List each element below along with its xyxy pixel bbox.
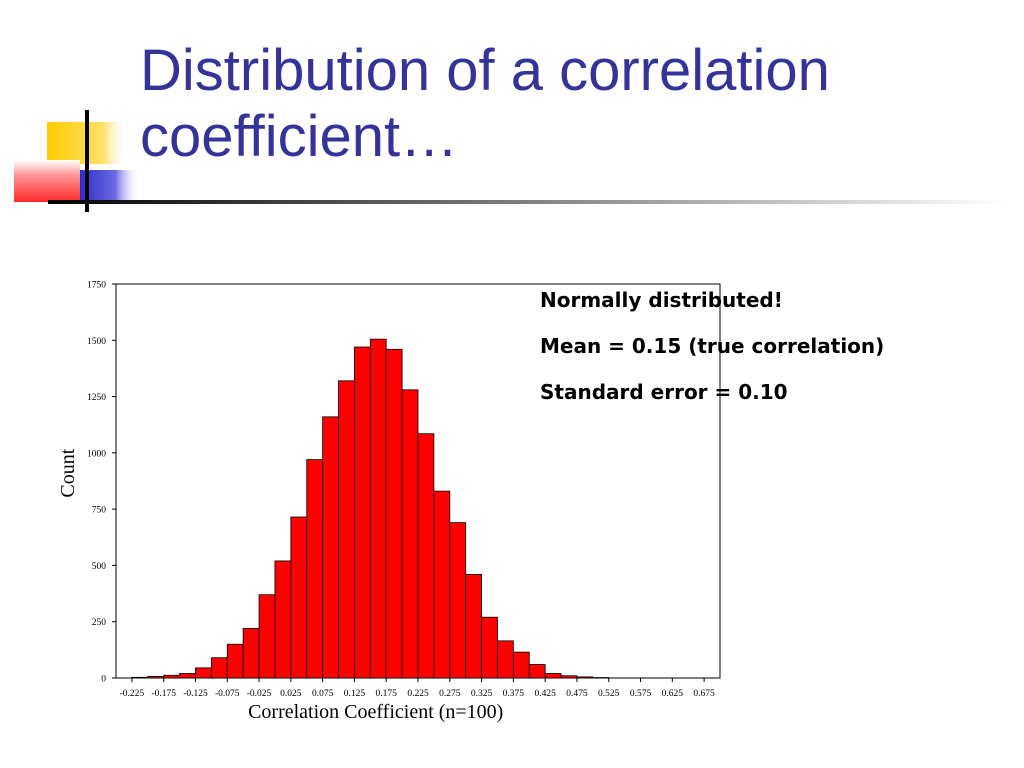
- histogram-bar: [306, 459, 324, 679]
- histogram-bar: [544, 673, 562, 679]
- x-tick-label: 0.125: [344, 689, 366, 699]
- x-tick-label: 0.275: [439, 689, 461, 699]
- x-tick-label: -0.175: [151, 689, 176, 699]
- histogram-bar: [242, 628, 260, 679]
- histogram-bar: [401, 389, 419, 679]
- x-tick-label: 0.475: [566, 689, 588, 699]
- x-tick-label: 0.575: [630, 689, 652, 699]
- y-tick-label: 1750: [87, 281, 106, 291]
- x-tick-label: -0.125: [183, 689, 208, 699]
- histogram-bar: [528, 664, 546, 679]
- y-axis-label: Count: [57, 448, 79, 497]
- slide-title: Distribution of a correlation coefficien…: [140, 38, 830, 169]
- bars-group: [131, 338, 610, 679]
- histogram-bar: [385, 348, 403, 679]
- histogram-bar: [481, 616, 498, 679]
- histogram-bar: [258, 594, 276, 679]
- x-tick-label: 0.425: [534, 689, 556, 699]
- x-tick-label: 0.325: [471, 689, 493, 699]
- note-normality: Normally distributed!: [540, 288, 783, 312]
- histogram-bar: [465, 574, 482, 679]
- x-tick-label: 0.675: [693, 689, 715, 699]
- histogram-bar: [576, 676, 594, 679]
- histogram-bar: [354, 346, 371, 679]
- histogram-bar: [560, 675, 578, 679]
- note-standard-error: Standard error = 0.10: [540, 380, 788, 404]
- x-axis-label: Correlation Coefficient (n=100): [248, 701, 503, 723]
- y-tick-label: 750: [92, 506, 107, 516]
- histogram-bar: [497, 640, 514, 679]
- notes-panel: Normally distributed! Mean = 0.15 (true …: [540, 288, 884, 426]
- y-tick-label: 250: [92, 618, 107, 628]
- histogram-bar: [512, 651, 530, 679]
- title-underline-rule: [48, 200, 1008, 204]
- x-tick-label: -0.025: [247, 689, 272, 699]
- y-tick-label: 1250: [87, 393, 106, 403]
- histogram-bar: [163, 674, 180, 679]
- histogram-bar: [338, 380, 355, 679]
- histogram-bar: [417, 433, 435, 679]
- histogram-bar: [449, 522, 467, 679]
- histogram-bar: [322, 416, 339, 679]
- x-tick-label: 0.525: [598, 689, 620, 699]
- deco-vertical-line: [85, 110, 89, 212]
- y-tick-label: 1500: [87, 337, 106, 347]
- histogram-bar: [195, 667, 212, 679]
- histogram-bar: [369, 338, 387, 679]
- x-tick-label: -0.225: [120, 689, 145, 699]
- x-tick-label: 0.225: [407, 689, 429, 699]
- histogram-bar: [210, 657, 228, 679]
- deco-blue-square: [78, 170, 140, 200]
- y-tick-label: 1000: [87, 449, 106, 459]
- x-tick-label: 0.175: [376, 689, 398, 699]
- x-tick-label: -0.075: [215, 689, 240, 699]
- x-tick-label: 0.375: [503, 689, 525, 699]
- note-mean: Mean = 0.15 (true correlation): [540, 334, 885, 358]
- histogram-bar: [274, 560, 292, 679]
- x-tick-label: 0.075: [312, 689, 334, 699]
- x-axis-ticks: -0.225 -0.175 -0.125 -0.075 -0.025 0.025 0.075…: [120, 678, 715, 699]
- histogram-bar: [290, 516, 308, 679]
- histogram-bar: [131, 676, 149, 679]
- deco-red-square: [14, 160, 80, 202]
- deco-yellow-square: [47, 122, 127, 164]
- histogram-bar: [179, 673, 196, 679]
- histogram-bar: [433, 490, 451, 679]
- y-axis-ticks: 0 250 500 750 1000 1250 1500 1750: [87, 281, 116, 685]
- y-tick-label: 0: [101, 675, 106, 685]
- histogram-bar: [147, 676, 165, 679]
- y-tick-label: 500: [92, 562, 107, 572]
- x-tick-label: 0.025: [280, 689, 302, 699]
- x-tick-label: 0.625: [662, 689, 684, 699]
- histogram-bar: [226, 643, 244, 679]
